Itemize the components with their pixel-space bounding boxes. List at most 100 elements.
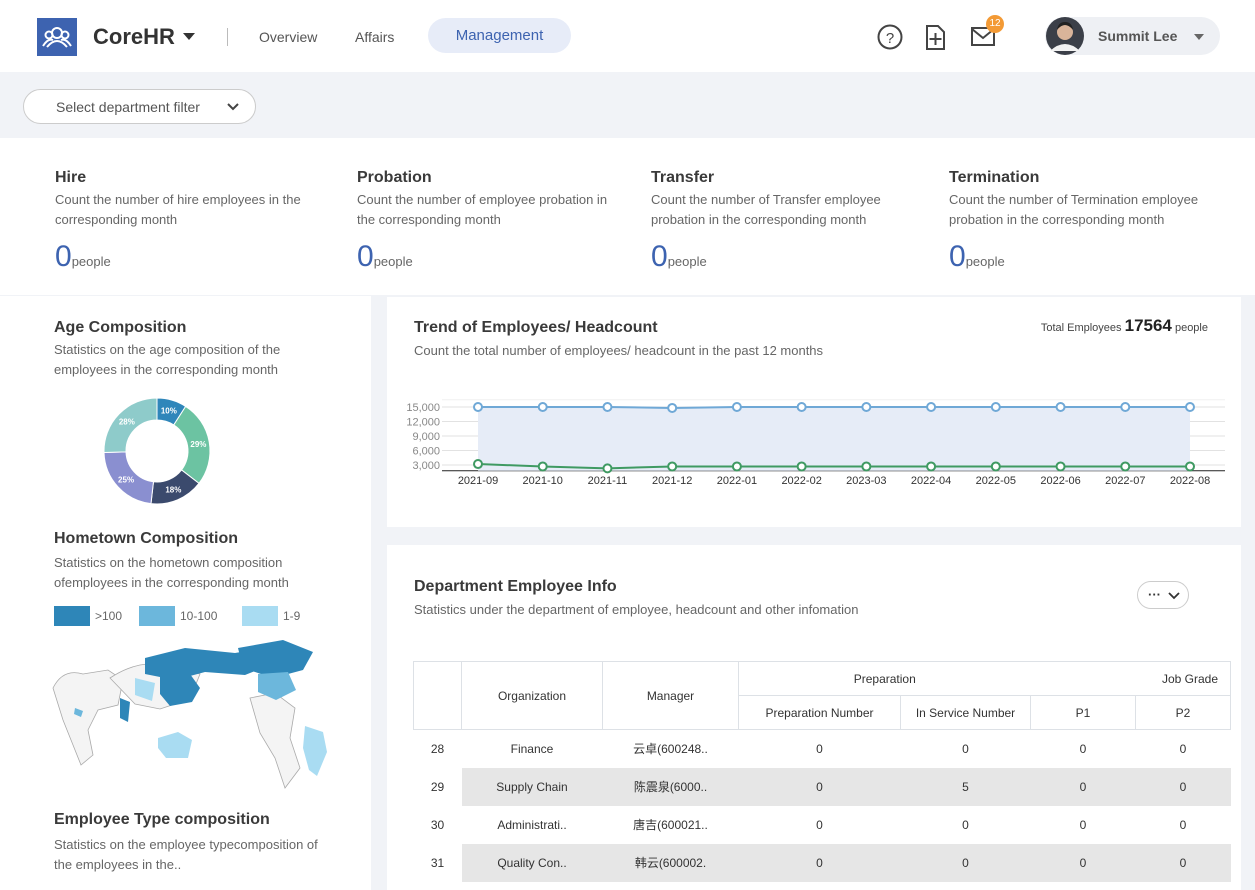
- header-cell: [413, 661, 462, 730]
- stat-block: Probation Count the number of employee pr…: [357, 138, 619, 295]
- point: [926, 402, 937, 412]
- table-cell: 0: [962, 817, 969, 832]
- x-tick-label: 2023-03: [846, 475, 886, 487]
- point: [1120, 461, 1131, 472]
- header-cell[interactable]: Manager: [602, 661, 739, 730]
- table-cell: Quality Con..: [497, 855, 567, 870]
- stat-figure: 0people: [357, 240, 413, 274]
- y-tick-label: 15,000: [406, 402, 440, 414]
- point: [1120, 402, 1131, 412]
- point: [861, 402, 872, 412]
- x-tick-label: 2021-10: [523, 475, 563, 487]
- stat-figure: 0people: [651, 240, 707, 274]
- point: [602, 402, 613, 412]
- logo[interactable]: [37, 18, 77, 56]
- brand-caret[interactable]: [182, 32, 196, 40]
- x-tick-label: 2022-06: [1040, 475, 1080, 487]
- nav-item[interactable]: Overview: [259, 29, 318, 45]
- legend-swatch: [54, 606, 90, 626]
- nav-item-active[interactable]: Management: [428, 18, 571, 53]
- x-tick-label: 2022-02: [781, 475, 821, 487]
- x-tick-label: 2021-11: [588, 475, 628, 487]
- header-cell[interactable]: In Service Number: [899, 695, 1032, 730]
- stat-value: 0: [949, 240, 966, 273]
- stat-figure: 0people: [55, 240, 111, 274]
- x-tick-label: 2021-12: [652, 475, 692, 487]
- stat-title: Probation: [357, 169, 432, 186]
- table-cell: 0: [1179, 779, 1187, 794]
- legend-label: 1-9: [283, 609, 301, 623]
- table-row: 28 Finance 云卓(600248.. 0 0 0 0: [413, 729, 1231, 768]
- department-filter[interactable]: Select department filter: [23, 89, 256, 124]
- help-icon[interactable]: ?: [877, 24, 903, 50]
- table-cell: 0: [962, 855, 969, 870]
- point: [1185, 402, 1195, 412]
- header-cell[interactable]: P2: [1135, 695, 1232, 730]
- user-caret: [1194, 34, 1204, 40]
- table-cell: 0: [1079, 817, 1087, 832]
- stat-unit: people: [965, 254, 1005, 269]
- table-cell: 0: [1079, 779, 1087, 794]
- table-cell: 0: [816, 741, 823, 756]
- legend-label: >100: [95, 609, 123, 623]
- table-cell: 0: [1079, 741, 1087, 756]
- table-cell: 云卓(600248..: [633, 742, 708, 757]
- stat-title: Termination: [949, 169, 1040, 186]
- table-cell: 陈震泉(6000..: [633, 780, 708, 794]
- user-name: Summit Lee: [1098, 28, 1178, 44]
- section-description: Statistics on the age composition of the…: [54, 342, 281, 377]
- line-chart: 3,000 6,000 9,000 12,000 15,000 2021-09 2021-1…: [406, 399, 1225, 487]
- point: [861, 461, 872, 472]
- filter-placeholder: Select department filter: [56, 99, 200, 115]
- table-cell: Administrati..: [497, 817, 567, 832]
- point: [990, 461, 1001, 472]
- section-title: Employee Type composition: [54, 811, 270, 828]
- stat-description: Count the number of Termination employee…: [949, 192, 1199, 227]
- slice-label: 25%: [118, 475, 134, 484]
- stats-card: Hire Count the number of hire employees i…: [0, 138, 1255, 295]
- x-tick-label: 2021-09: [458, 475, 498, 487]
- y-tick-label: 3,000: [412, 460, 440, 472]
- y-tick-label: 12,000: [406, 417, 440, 429]
- table-cell: 0: [1079, 855, 1087, 870]
- stat-block: Transfer Count the number of Transfer emp…: [651, 138, 913, 295]
- table-cell: 0: [1179, 817, 1187, 832]
- slice-label: 28%: [119, 418, 135, 427]
- table-cell: 0: [816, 855, 823, 870]
- point: [473, 459, 483, 470]
- point: [473, 402, 483, 412]
- line: [477, 463, 1190, 470]
- table-cell: Finance: [510, 741, 554, 756]
- table-cell: 30: [413, 805, 462, 844]
- header-group: Preparation: [737, 661, 1031, 696]
- add-icon[interactable]: [926, 25, 945, 50]
- user-menu[interactable]: Summit Lee: [1045, 17, 1220, 55]
- stat-unit: people: [373, 254, 413, 269]
- area: [478, 407, 1190, 471]
- logo-icon: [42, 27, 72, 48]
- total-unit: people: [1174, 322, 1208, 334]
- chart-subtitle: Count the total number of employees/ hea…: [414, 343, 824, 358]
- y-tick-label: 6,000: [412, 446, 440, 458]
- divider: [227, 28, 228, 46]
- header-cell[interactable]: P1: [1030, 695, 1137, 730]
- more-menu[interactable]: ···: [1137, 581, 1189, 609]
- header-cell[interactable]: Organization: [461, 661, 603, 730]
- section-title: Age Composition: [54, 319, 187, 336]
- brand[interactable]: CoreHR: [93, 24, 175, 49]
- table-title: Department Employee Info: [414, 578, 617, 595]
- total-employees: Total Employees 17564 people: [1041, 316, 1208, 336]
- stat-figure: 0people: [949, 240, 1005, 274]
- stat-block: Hire Count the number of hire employees i…: [55, 138, 317, 295]
- total-value: 17564: [1124, 316, 1172, 335]
- point: [926, 461, 937, 472]
- table-cell: 唐吉(600021..: [633, 818, 708, 832]
- top-bar: CoreHR Overview Affairs Management ? 12 …: [0, 0, 1255, 72]
- point: [731, 461, 742, 472]
- chevron: [1168, 592, 1180, 600]
- header-cell[interactable]: Preparation Number: [738, 695, 901, 730]
- avatar: [1046, 17, 1084, 55]
- stat-value: 0: [651, 240, 668, 273]
- nav-item[interactable]: Affairs: [355, 29, 395, 45]
